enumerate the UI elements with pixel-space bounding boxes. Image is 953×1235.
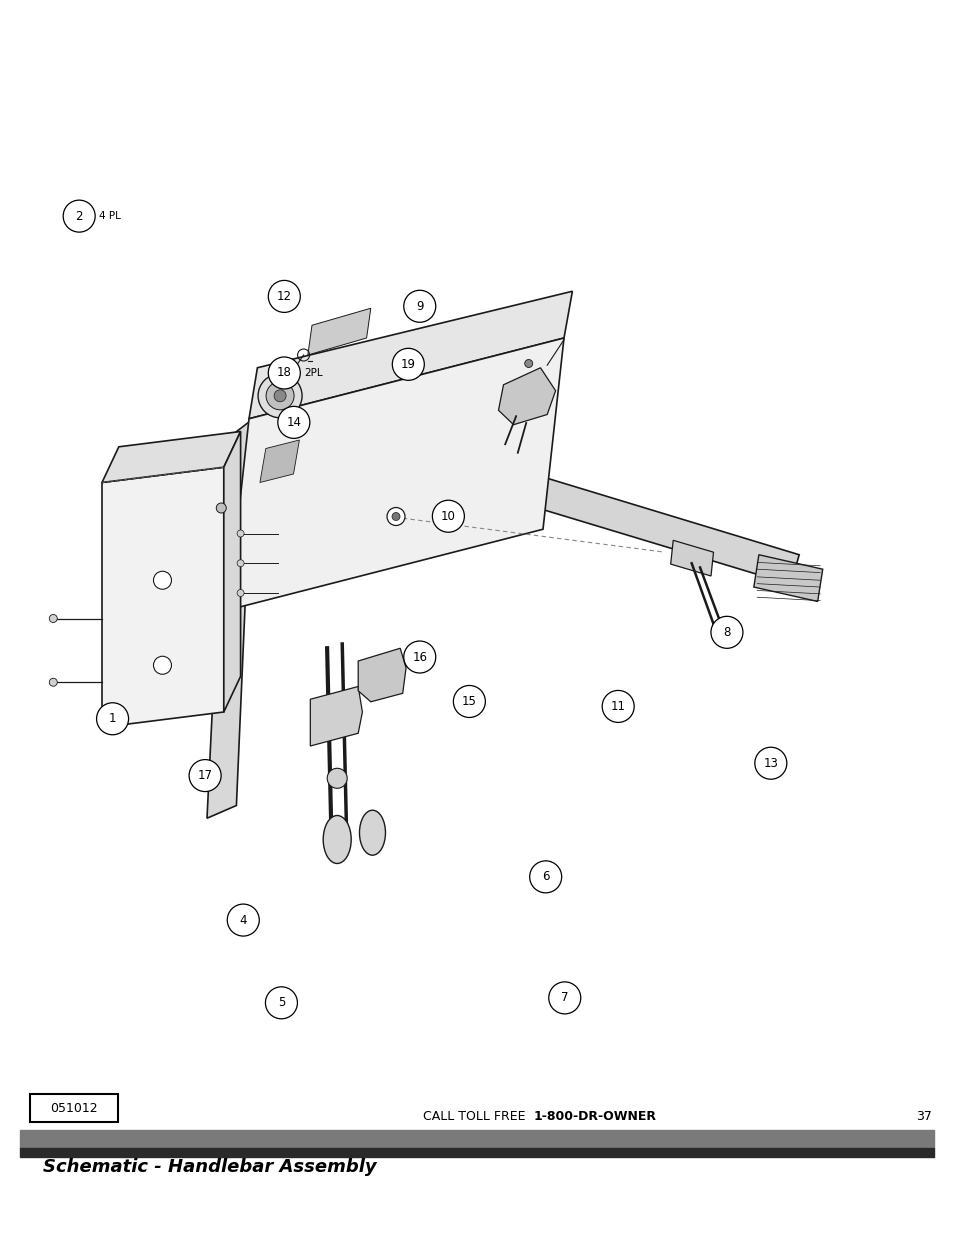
Text: 9: 9 (416, 300, 423, 312)
Circle shape (529, 861, 561, 893)
Text: 14: 14 (286, 416, 301, 429)
Circle shape (327, 768, 347, 788)
Text: 8: 8 (722, 626, 730, 638)
Circle shape (392, 348, 424, 380)
Text: 4 PL: 4 PL (99, 211, 121, 221)
Polygon shape (224, 431, 240, 713)
Circle shape (237, 589, 244, 597)
Polygon shape (753, 555, 821, 601)
Ellipse shape (323, 815, 351, 863)
Bar (30, 1094, 118, 1123)
Circle shape (266, 382, 294, 410)
Circle shape (265, 987, 297, 1019)
Circle shape (268, 280, 300, 312)
Text: 15: 15 (461, 695, 476, 708)
Circle shape (432, 500, 464, 532)
Polygon shape (498, 368, 555, 425)
Circle shape (524, 359, 532, 368)
Text: 1: 1 (109, 713, 116, 725)
Bar (20, 1149, 933, 1157)
Polygon shape (102, 467, 224, 727)
Polygon shape (670, 540, 713, 576)
Text: 18: 18 (276, 367, 292, 379)
Text: 19: 19 (400, 358, 416, 370)
Polygon shape (102, 431, 240, 483)
Circle shape (277, 406, 310, 438)
Circle shape (268, 357, 300, 389)
Text: CALL TOLL FREE: CALL TOLL FREE (423, 1109, 530, 1123)
Text: 37: 37 (915, 1109, 931, 1123)
Circle shape (601, 690, 634, 722)
Text: 12: 12 (276, 290, 292, 303)
Text: 051012: 051012 (51, 1102, 98, 1114)
Circle shape (258, 374, 302, 417)
Text: 13: 13 (762, 757, 778, 769)
Bar (20, 1130, 933, 1149)
Circle shape (387, 508, 405, 526)
Text: 5: 5 (277, 997, 285, 1009)
Circle shape (274, 390, 286, 401)
Text: 2: 2 (75, 210, 83, 222)
Circle shape (96, 703, 129, 735)
Polygon shape (228, 338, 563, 610)
Text: 11: 11 (610, 700, 625, 713)
Circle shape (153, 656, 172, 674)
Polygon shape (411, 440, 799, 584)
Text: Schematic - Handlebar Assembly: Schematic - Handlebar Assembly (43, 1158, 376, 1177)
Text: 6: 6 (541, 871, 549, 883)
Ellipse shape (359, 810, 385, 855)
Text: 10: 10 (440, 510, 456, 522)
Text: 7: 7 (560, 992, 568, 1004)
Text: 2PL: 2PL (304, 368, 322, 378)
Circle shape (710, 616, 742, 648)
Circle shape (153, 572, 172, 589)
Circle shape (237, 530, 244, 537)
Circle shape (50, 615, 57, 622)
Circle shape (63, 200, 95, 232)
Polygon shape (207, 419, 253, 819)
Circle shape (50, 678, 57, 687)
Circle shape (216, 503, 226, 513)
Circle shape (754, 747, 786, 779)
Polygon shape (357, 648, 406, 701)
Circle shape (237, 559, 244, 567)
Circle shape (403, 290, 436, 322)
Polygon shape (249, 291, 572, 419)
Circle shape (548, 982, 580, 1014)
Circle shape (403, 641, 436, 673)
Text: 17: 17 (197, 769, 213, 782)
Polygon shape (308, 309, 371, 354)
Polygon shape (310, 687, 362, 746)
Text: 16: 16 (412, 651, 427, 663)
Circle shape (189, 760, 221, 792)
Text: 1-800-DR-OWNER: 1-800-DR-OWNER (534, 1109, 657, 1123)
Circle shape (392, 513, 399, 520)
Circle shape (227, 904, 259, 936)
Text: 4: 4 (239, 914, 247, 926)
Circle shape (453, 685, 485, 718)
Polygon shape (259, 440, 299, 483)
